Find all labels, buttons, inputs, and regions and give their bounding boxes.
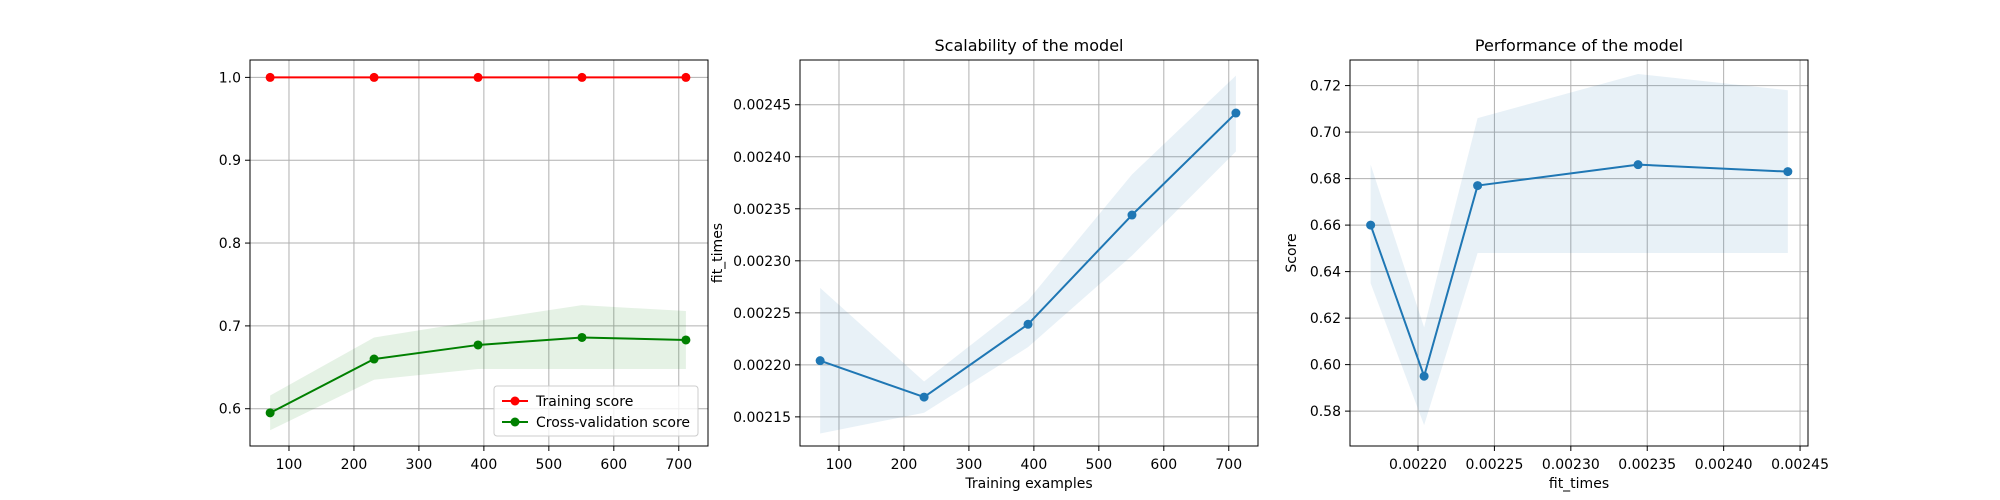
learning-curve-x-tick-label: 300 [406, 457, 433, 473]
scalability-y-tick-label: 0.00245 [733, 98, 791, 114]
performance-x-tick-label: 0.00245 [1771, 457, 1829, 473]
learning-curve-x-tick-label: 100 [276, 457, 303, 473]
performance-grid [1350, 60, 1808, 446]
learning-curve-grid [250, 60, 708, 446]
performance-y-ticks: 0.58 0.60 0.62 0.64 0.66 0.68 0.70 0.72 [1310, 79, 1350, 420]
learning-curve-x-tick-label: 500 [535, 457, 562, 473]
performance-x-tick-label: 0.00230 [1542, 457, 1600, 473]
legend-box [493, 385, 699, 437]
scalability-x-ticks: 100 200 300 400 500 600 700 [826, 446, 1242, 473]
scalability-y-tick-label: 0.00215 [733, 410, 791, 426]
performance-x-tick-label: 0.00225 [1465, 457, 1523, 473]
scalability-y-label: fit_times [710, 223, 726, 283]
learning-curve-data-point [265, 408, 275, 418]
legend: Training score Cross-validation score [493, 385, 699, 437]
learning-curve-data-point [369, 354, 379, 364]
performance-y-tick-label: 0.72 [1310, 79, 1341, 95]
performance-x-tick-label: 0.00240 [1695, 457, 1753, 473]
performance-y-tick-label: 0.58 [1310, 404, 1341, 420]
performance-bands [1370, 73, 1788, 426]
learning-curve-plot: 100 200 300 400 500 600 700 0.6 0.7 0.8 0.9 1.0 Tr… [219, 59, 709, 473]
learning-curve-data-point [369, 72, 379, 82]
performance-y-label: Score [1284, 233, 1300, 272]
learning-curve-x-tick-label: 600 [600, 457, 627, 473]
learning-curve-data-point [577, 72, 587, 82]
learning-curve-data-point [577, 332, 587, 342]
scalability-band-0 [820, 75, 1236, 434]
performance-y-tick-label: 0.66 [1310, 218, 1341, 234]
learning-curve-frame [249, 59, 709, 447]
scalability-lines [815, 108, 1241, 402]
performance-title: Performance of the model [1475, 36, 1683, 55]
performance-data-point [1633, 160, 1643, 170]
performance-band-0 [1370, 73, 1788, 426]
learning-curve-x-tick-label: 200 [341, 457, 368, 473]
scalability-y-tick-label: 0.00220 [733, 358, 791, 374]
learning-curve-x-tick-label: 700 [665, 457, 692, 473]
learning-curve-lines [265, 72, 691, 418]
scalability-x-tick-label: 300 [956, 457, 983, 473]
performance-x-label: fit_times [1549, 476, 1609, 492]
performance-x-tick-label: 0.00220 [1389, 457, 1447, 473]
performance-y-tick-label: 0.68 [1310, 172, 1341, 188]
learning-curve-data-point [681, 72, 691, 82]
learning-curve-y-ticks: 0.6 0.7 0.8 0.9 1.0 [219, 70, 250, 418]
scalability-data-point [1023, 319, 1033, 329]
performance-lines [1366, 160, 1793, 381]
scalability-bands [820, 75, 1236, 434]
performance-data-point [1419, 371, 1429, 381]
learning-curve-y-tick-label: 0.9 [219, 153, 241, 169]
scalability-x-tick-label: 500 [1085, 457, 1112, 473]
scalability-data-point [1231, 108, 1241, 118]
scalability-grid [800, 60, 1258, 446]
scalability-x-tick-label: 200 [891, 457, 918, 473]
scalability-data-point [919, 392, 929, 402]
performance-y-tick-label: 0.62 [1310, 311, 1341, 327]
scalability-x-label: Training examples [964, 476, 1092, 492]
scalability-frame [799, 59, 1259, 447]
scalability-y-tick-label: 0.00235 [733, 202, 791, 218]
scalability-y-tick-label: 0.00230 [733, 254, 791, 270]
learning-curve-data-point [681, 335, 691, 345]
performance-x-tick-label: 0.00235 [1618, 457, 1676, 473]
performance-y-tick-label: 0.64 [1310, 265, 1341, 281]
scalability-y-tick-label: 0.00240 [733, 150, 791, 166]
scalability-x-tick-label: 600 [1150, 457, 1177, 473]
legend-training-marker [510, 396, 520, 406]
learning-curve-x-tick-label: 400 [471, 457, 498, 473]
scalability-x-tick-label: 100 [826, 457, 853, 473]
learning-curve-y-tick-label: 0.7 [219, 319, 241, 335]
scalability-y-tick-label: 0.00225 [733, 306, 791, 322]
performance-y-tick-label: 0.70 [1310, 125, 1341, 141]
scalability-data-point [1127, 210, 1137, 220]
performance-x-ticks: 0.00220 0.00225 0.00230 0.00235 0.00240 0.002… [1389, 446, 1829, 473]
learning-curve-data-point [473, 340, 483, 350]
scalability-title: Scalability of the model [935, 36, 1124, 55]
scalability-x-tick-label: 700 [1215, 457, 1242, 473]
scalability-y-ticks: 0.00215 0.00220 0.00225 0.00230 0.00235 0.002… [733, 98, 800, 426]
performance-plot: 0.00220 0.00225 0.00230 0.00235 0.00240 0.002… [1284, 36, 1829, 492]
legend-cv-marker [510, 417, 520, 427]
learning-curve-y-tick-label: 0.6 [219, 402, 241, 418]
scalability-data-point [815, 356, 825, 366]
learning-curve-data-point [265, 72, 275, 82]
performance-data-point [1366, 220, 1376, 230]
performance-frame [1349, 59, 1809, 447]
performance-data-point [1473, 181, 1483, 191]
performance-y-tick-label: 0.60 [1310, 358, 1341, 374]
performance-data-point [1783, 167, 1793, 177]
learning-curve-y-tick-label: 1.0 [219, 70, 241, 86]
scalability-x-tick-label: 400 [1021, 457, 1048, 473]
scalability-plot: 100 200 300 400 500 600 700 0.002150.002200.00… [710, 36, 1259, 492]
learning-curve-x-ticks: 100 200 300 400 500 600 700 [276, 446, 692, 473]
legend-training-label: Training score [535, 394, 633, 410]
learning-curve-y-tick-label: 0.8 [219, 236, 241, 252]
learning-curve-data-point [473, 72, 483, 82]
legend-cv-label: Cross-validation score [536, 415, 690, 431]
